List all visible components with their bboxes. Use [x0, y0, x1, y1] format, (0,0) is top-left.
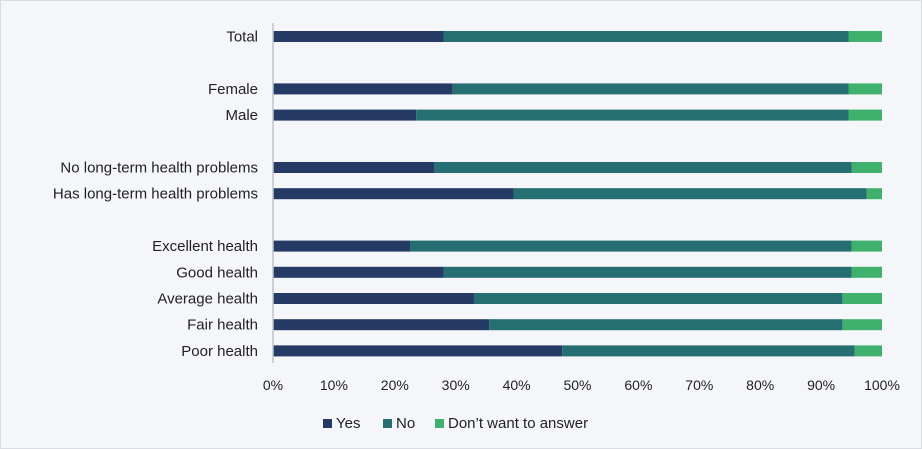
bar-segment-dont-want-to-answer [851, 266, 882, 278]
bar-segment-no [562, 345, 855, 357]
bar-segment-dont-want-to-answer [848, 109, 882, 121]
x-tick-label: 60% [624, 377, 652, 393]
bar-segment-no [410, 240, 852, 252]
x-tick-label: 20% [381, 377, 409, 393]
bar-segment-yes [273, 266, 444, 278]
bar-segment-no [443, 31, 849, 42]
bar-segment-dont-want-to-answer [848, 83, 882, 95]
bar-segment-yes [273, 109, 417, 121]
category-label: Fair health [187, 317, 258, 334]
bar-segment-yes [273, 31, 444, 42]
bar-segment-dont-want-to-answer [842, 293, 882, 304]
bar-segment-no [443, 266, 852, 278]
legend-label: Don’t want to answer [448, 415, 588, 432]
x-tick-label: 50% [563, 377, 591, 393]
category-label: Good health [176, 264, 258, 281]
bar-segment-yes [273, 345, 563, 357]
category-label: Female [208, 81, 258, 98]
bar-segment-yes [273, 293, 474, 304]
category-label: Has long-term health problems [53, 186, 258, 203]
legend-swatch [383, 419, 392, 428]
x-tick-label: 30% [442, 377, 470, 393]
bar-segment-no [473, 293, 843, 304]
legend-swatch [323, 419, 332, 428]
category-label: No long-term health problems [60, 160, 258, 177]
bar-segment-yes [273, 188, 514, 200]
bar-segment-dont-want-to-answer [848, 31, 882, 42]
category-label: Poor health [181, 343, 258, 360]
x-tick-label: 100% [864, 377, 900, 393]
bar-segment-no [434, 162, 852, 173]
category-label: Total [226, 29, 258, 46]
bar-segment-dont-want-to-answer [851, 162, 882, 173]
category-label: Average health [157, 291, 258, 308]
bar-segment-dont-want-to-answer [842, 319, 882, 331]
category-label: Male [225, 107, 258, 124]
x-tick-label: 70% [685, 377, 713, 393]
bar-segment-yes [273, 319, 490, 331]
x-tick-label: 0% [263, 377, 283, 393]
bar-segment-no [452, 83, 849, 95]
legend-label: No [396, 415, 415, 432]
bar-segment-yes [273, 240, 411, 252]
bar-segment-no [416, 109, 849, 121]
x-tick-label: 40% [503, 377, 531, 393]
bar-segment-yes [273, 83, 453, 95]
bar-segment-dont-want-to-answer [851, 240, 882, 252]
bar-segment-no [513, 188, 867, 200]
bar-segment-dont-want-to-answer [854, 345, 882, 357]
bar-segment-yes [273, 162, 435, 173]
bar-segment-dont-want-to-answer [866, 188, 882, 200]
x-tick-label: 80% [746, 377, 774, 393]
category-label: Excellent health [152, 238, 258, 255]
legend-label: Yes [336, 415, 360, 432]
x-tick-label: 90% [807, 377, 835, 393]
x-tick-label: 10% [320, 377, 348, 393]
legend-swatch [435, 419, 444, 428]
bar-segment-no [489, 319, 843, 331]
